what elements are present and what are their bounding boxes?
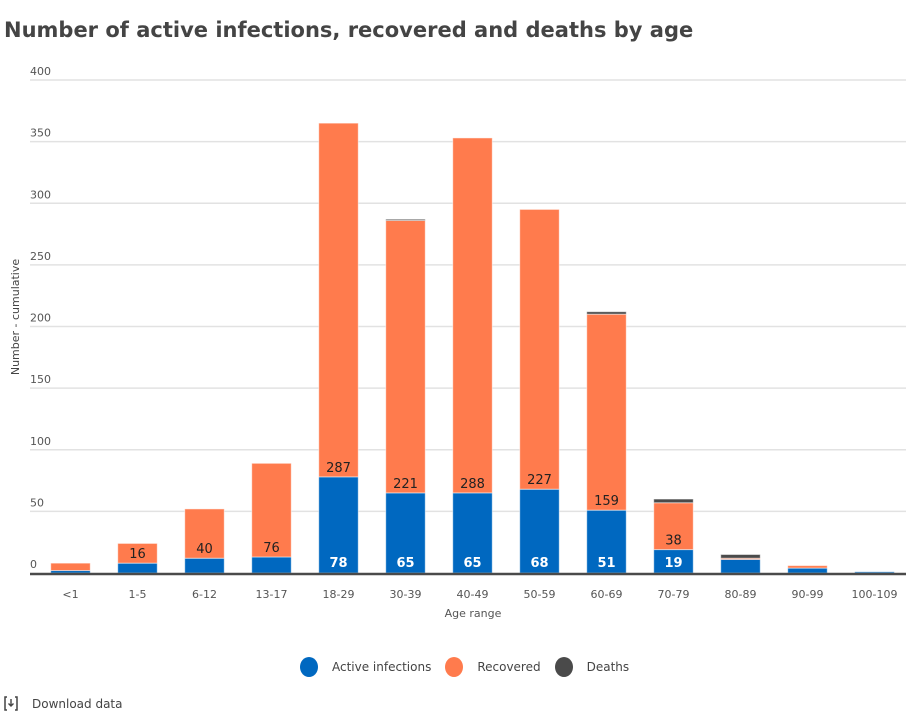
bar-deaths[interactable] <box>385 218 426 222</box>
bar-recovered[interactable] <box>586 313 627 511</box>
bar-recovered[interactable] <box>452 137 493 494</box>
data-label: 40 <box>196 542 213 557</box>
x-tick-label: 13-17 <box>256 588 288 601</box>
y-tick-label: 250 <box>30 250 51 263</box>
legend-marker-deaths-icon <box>554 657 573 677</box>
bar-recovered[interactable] <box>117 542 158 564</box>
bar-active-infections[interactable] <box>385 492 426 574</box>
data-label: 68 <box>530 556 548 571</box>
x-axis-label: Age range <box>445 607 502 620</box>
x-tick-label: 50-59 <box>524 588 556 601</box>
data-label: 227 <box>527 473 552 488</box>
bars <box>50 122 895 574</box>
bar-active-infections[interactable] <box>586 509 627 574</box>
x-tick-label: 6-12 <box>192 588 217 601</box>
bar-recovered[interactable] <box>251 462 292 558</box>
data-label: 38 <box>665 534 682 549</box>
x-tick-label: 40-49 <box>457 588 489 601</box>
y-tick-label: 200 <box>30 312 51 325</box>
download-data-button[interactable]: Download data <box>4 696 123 711</box>
legend-marker-recovered-icon <box>445 657 464 677</box>
chart-title: Number of active infections, recovered a… <box>4 18 694 42</box>
data-label: 65 <box>463 556 481 571</box>
x-tick-label: 100-109 <box>852 588 898 601</box>
download-icon <box>4 696 18 711</box>
x-tick-label: 60-69 <box>591 588 623 601</box>
y-tick-label: 150 <box>30 373 51 386</box>
y-axis-ticks: 0 50 100 150 200 250 300 350 400 <box>30 65 51 571</box>
legend-label: Deaths <box>586 660 630 674</box>
x-tick-label: 1-5 <box>129 588 147 601</box>
y-tick-label: 0 <box>30 558 37 571</box>
bar-deaths[interactable] <box>586 311 627 315</box>
bar-recovered[interactable] <box>184 508 225 559</box>
x-tick-label: 18-29 <box>323 588 355 601</box>
data-label: 221 <box>393 477 418 492</box>
x-axis-ticks: <1 1-5 6-12 13-17 18-29 30-39 40-49 50-59 60-69 7… <box>62 588 897 601</box>
data-label: 16 <box>129 547 146 562</box>
bar-active-infections[interactable] <box>318 476 359 574</box>
x-tick-label: 70-79 <box>658 588 690 601</box>
y-axis-label: Number - cumulative <box>9 259 22 376</box>
data-label: 288 <box>460 477 485 492</box>
legend-label: Active infections <box>332 660 432 674</box>
y-tick-label: 350 <box>30 127 51 140</box>
bar-recovered[interactable] <box>653 502 694 551</box>
bar-active-infections[interactable] <box>519 488 560 574</box>
data-label: 19 <box>664 556 682 571</box>
bar-recovered[interactable] <box>318 122 359 478</box>
bar-recovered[interactable] <box>385 220 426 494</box>
bar-recovered[interactable] <box>50 562 91 572</box>
y-tick-label: 50 <box>30 496 44 509</box>
bar-recovered[interactable] <box>787 565 828 569</box>
data-label: 51 <box>597 556 615 571</box>
bar-active-infections[interactable] <box>251 556 292 574</box>
bar-deaths[interactable] <box>653 498 694 504</box>
data-label: 287 <box>326 461 351 476</box>
bar-active-infections[interactable] <box>184 557 225 574</box>
legend-marker-active-icon <box>300 657 318 677</box>
bar-active-infections[interactable] <box>787 567 828 574</box>
legend-item-recovered[interactable]: Recovered <box>445 657 541 677</box>
data-labels: 16 40 76 78 287 65 221 65 288 68 227 51 159 19 38 <box>129 461 682 571</box>
legend-item-active-infections[interactable]: Active infections <box>300 657 431 677</box>
data-label: 78 <box>329 556 347 571</box>
legend: Active infections Recovered Deaths <box>300 657 643 677</box>
bar-active-infections[interactable] <box>117 562 158 574</box>
y-tick-label: 100 <box>30 435 51 448</box>
chart-area: 0 50 100 150 200 250 300 350 400 16 40 76 78 287 65 22… <box>9 65 906 620</box>
data-label: 65 <box>396 556 414 571</box>
download-data-label: Download data <box>32 696 123 711</box>
y-tick-label: 300 <box>30 188 51 201</box>
x-tick-label: 30-39 <box>390 588 422 601</box>
legend-label: Recovered <box>477 660 541 674</box>
legend-item-deaths[interactable]: Deaths <box>554 657 630 677</box>
bar-deaths[interactable] <box>720 554 761 559</box>
x-tick-label: 90-99 <box>792 588 824 601</box>
data-label: 76 <box>263 541 280 556</box>
x-tick-label: 80-89 <box>725 588 757 601</box>
bar-active-infections[interactable] <box>720 558 761 574</box>
x-tick-label: <1 <box>62 588 78 601</box>
bar-recovered[interactable] <box>519 208 560 490</box>
data-label: 159 <box>594 494 619 509</box>
y-tick-label: 400 <box>30 65 51 78</box>
